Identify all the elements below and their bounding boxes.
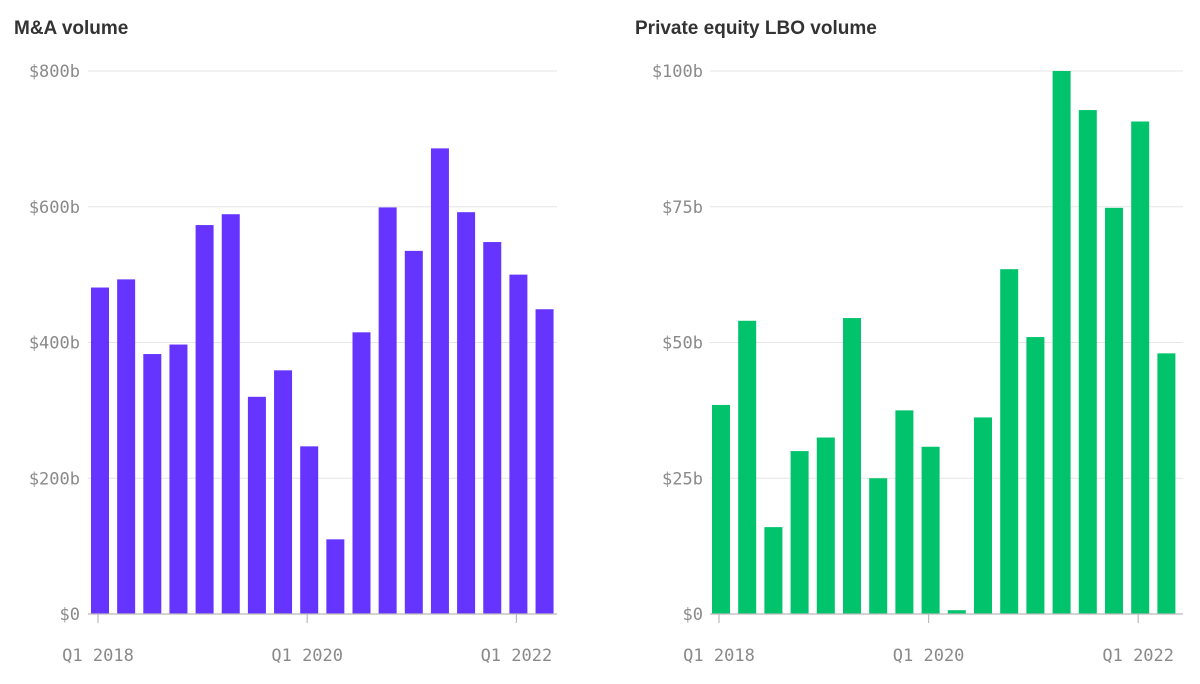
y-tick-label: $75b (662, 198, 703, 218)
bar (1000, 269, 1019, 614)
chart-title: Private equity LBO volume (635, 18, 877, 39)
bar (535, 309, 554, 614)
y-tick-label: $0 (683, 605, 703, 625)
bar (274, 370, 293, 614)
bar (169, 344, 188, 614)
bar (764, 527, 783, 614)
y-tick-label: $200b (29, 469, 80, 489)
x-tick-label: Q1 2018 (683, 646, 755, 666)
x-tick-label: Q1 2018 (62, 646, 134, 666)
bar (91, 287, 109, 614)
y-tick-label: $600b (29, 198, 80, 218)
x-tick-label: Q1 2020 (893, 646, 965, 666)
bar (404, 250, 423, 614)
bar (1078, 110, 1097, 614)
bar (430, 148, 449, 614)
bar (352, 332, 371, 614)
y-tick-label: $50b (662, 334, 703, 354)
y-tick-label: $400b (29, 334, 80, 354)
bar (843, 318, 861, 614)
y-tick-label: $25b (662, 469, 703, 489)
ma-volume-panel: M&A volume $0 $200b $400b $600b $800b Q1 2018… (14, 18, 557, 666)
bar (509, 274, 528, 614)
bar (247, 396, 266, 614)
bar (895, 410, 914, 614)
x-tick-label: Q1 2022 (1102, 646, 1174, 666)
y-tick-label: $100b (652, 62, 703, 82)
bar (1026, 337, 1045, 614)
bar (300, 446, 319, 614)
bar (738, 320, 757, 614)
lbo-volume-panel: Private equity LBO volume $0 $25b $50b $75b… (600, 0, 1200, 684)
y-tick-label: $800b (29, 62, 80, 82)
bar (869, 478, 888, 614)
bar (195, 225, 214, 615)
bar (816, 437, 835, 614)
bar (974, 417, 992, 614)
y-tick-label: $0 (60, 605, 80, 625)
bar (378, 207, 397, 614)
bar (921, 446, 940, 614)
chart-title: M&A volume (14, 18, 129, 39)
x-tick-label: Q1 2020 (271, 646, 343, 666)
bar (143, 354, 162, 614)
bar (1105, 207, 1123, 614)
ma-volume-chart: $0 $200b $400b $600b $800b Q1 2018 Q1 2020 Q1 2… (29, 62, 557, 666)
bar (117, 279, 136, 614)
bar (1052, 71, 1071, 614)
lbo-volume-chart: $0 $25b $50b $75b $100b Q1 2018 Q1 2020 Q1 2022 (652, 62, 1183, 666)
bar (712, 404, 730, 614)
bar (1131, 121, 1150, 615)
bar (1157, 353, 1176, 614)
bar (483, 242, 502, 615)
bar (326, 539, 345, 614)
x-tick-label: Q1 2022 (481, 646, 553, 666)
bar (947, 610, 966, 614)
bar (457, 212, 476, 614)
bar (221, 214, 240, 614)
bar (790, 451, 809, 614)
